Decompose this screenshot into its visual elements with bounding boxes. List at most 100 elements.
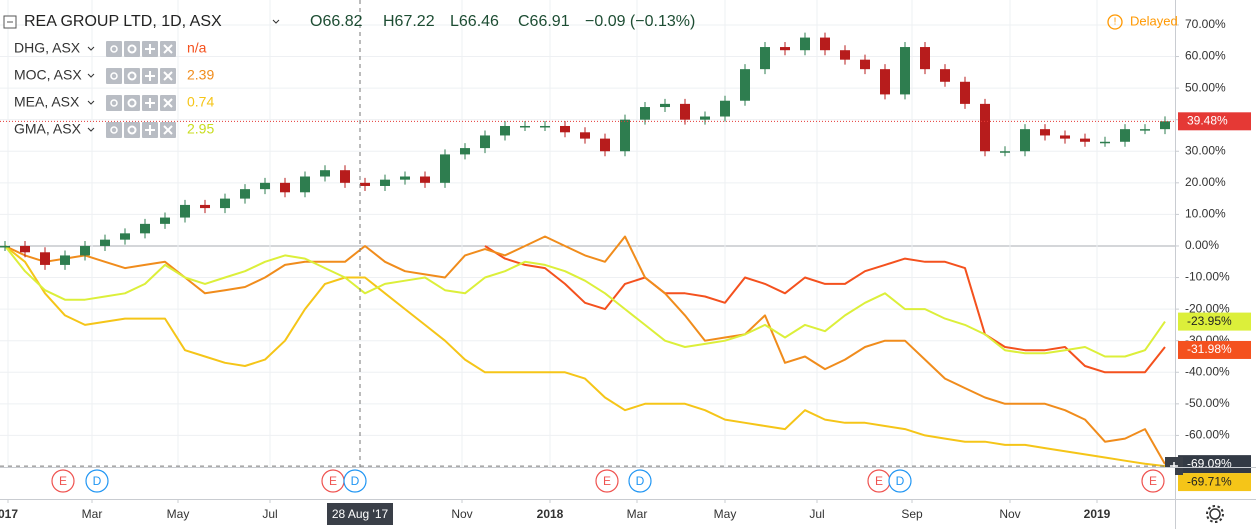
legend-button[interactable]: [106, 95, 122, 111]
eye-icon: [110, 45, 118, 53]
candle: [560, 125, 570, 133]
candle: [1060, 135, 1070, 139]
candle: [40, 252, 50, 265]
legend-button[interactable]: [124, 41, 140, 57]
last-value-label: -31.98%: [1187, 342, 1232, 356]
candle: [840, 50, 850, 60]
chevron: [272, 19, 280, 24]
legend-button[interactable]: [124, 122, 140, 138]
y-tick-label: 30.00%: [1185, 143, 1226, 157]
event-marker[interactable]: [85, 469, 109, 493]
delayed-status: Delayed: [1130, 13, 1178, 28]
legend-name[interactable]: GMA, ASX: [14, 121, 82, 137]
event-label: E: [875, 474, 883, 488]
event-marker[interactable]: [628, 469, 652, 493]
chevron: [87, 46, 95, 51]
candle: [140, 223, 150, 234]
event-label: D: [93, 474, 102, 488]
candle: [860, 59, 870, 70]
y-tick-label: -40.00%: [1185, 364, 1230, 378]
candle: [20, 245, 30, 253]
event-label: D: [351, 474, 360, 488]
y-tick-label: 50.00%: [1185, 80, 1226, 94]
y-tick-label: 60.00%: [1185, 49, 1226, 63]
last-value-box: [1178, 455, 1251, 474]
event-label: D: [896, 474, 905, 488]
event-label: E: [329, 474, 337, 488]
candle: [1140, 129, 1150, 131]
legend-button[interactable]: [106, 68, 122, 84]
y-tick-label: 10.00%: [1185, 207, 1226, 221]
last-value-box: [1178, 473, 1251, 492]
candle: [280, 182, 290, 193]
price-axis: [1175, 0, 1256, 499]
candle: [340, 170, 350, 183]
candle: [420, 176, 430, 183]
y-tick-label: -60.00%: [1185, 428, 1230, 442]
candle: [820, 37, 830, 51]
plus-icon: [145, 98, 155, 108]
candle: [440, 154, 450, 183]
y-tick-label: 70.00%: [1185, 17, 1226, 31]
gear-icon: [127, 71, 137, 81]
candle: [900, 47, 910, 95]
time-axis: [0, 468, 1175, 529]
y-tick-label: 20.00%: [1185, 175, 1226, 189]
candle: [80, 245, 90, 256]
eye-icon: [110, 126, 118, 134]
y-tick-label: -20.00%: [1185, 301, 1230, 315]
symbol-title[interactable]: REA GROUP LTD, 1D, ASX: [24, 13, 222, 30]
legend-value: 0.74: [187, 94, 214, 110]
series-line: [4, 235, 1166, 465]
candle: [600, 138, 610, 152]
candle: [480, 135, 490, 149]
last-value-label: -23.95%: [1187, 314, 1232, 328]
candle: [920, 47, 930, 70]
settings-icon[interactable]: [1209, 508, 1221, 520]
ohlc-value: C66.91: [518, 13, 570, 30]
candle: [680, 103, 690, 120]
y-tick-label: -10.00%: [1185, 270, 1230, 284]
legend-name[interactable]: DHG, ASX: [14, 40, 81, 56]
candle: [1020, 129, 1030, 152]
chevron: [87, 73, 95, 78]
candle: [300, 176, 310, 193]
legend-button[interactable]: [124, 95, 140, 111]
candle: [780, 47, 790, 51]
legend-button[interactable]: [124, 68, 140, 84]
x-tick-label: 2018: [537, 507, 564, 521]
event-marker[interactable]: [888, 469, 912, 493]
event-marker[interactable]: [595, 469, 619, 493]
event-label: D: [636, 474, 645, 488]
event-marker[interactable]: [51, 469, 75, 493]
candle: [500, 125, 510, 136]
legend-name[interactable]: MEA, ASX: [14, 94, 80, 110]
legend-name[interactable]: MOC, ASX: [14, 67, 82, 83]
candle: [620, 119, 630, 152]
last-value-label: -69.09%: [1187, 456, 1232, 470]
candle: [460, 148, 470, 155]
ohlc-value: H67.22: [383, 13, 435, 30]
event-label: E: [59, 474, 67, 488]
close-icon: [163, 44, 173, 54]
candle: [740, 69, 750, 101]
close-icon: [163, 125, 173, 135]
candle: [380, 179, 390, 186]
event-marker[interactable]: [343, 469, 367, 493]
x-tick-label: Jul: [262, 507, 277, 521]
candle: [60, 255, 70, 265]
candle: [520, 125, 530, 128]
legend-button[interactable]: [106, 122, 122, 138]
legend-button[interactable]: [106, 41, 122, 57]
delayed-bang: !: [1114, 17, 1117, 28]
chevron: [87, 127, 95, 132]
event-marker[interactable]: [1141, 469, 1165, 493]
x-tick-label: Sep: [901, 507, 923, 521]
event-label: E: [1149, 474, 1157, 488]
candle: [1040, 129, 1050, 136]
candle: [100, 239, 110, 246]
candle: [220, 198, 230, 209]
candle: [800, 37, 810, 51]
last-value-label: 39.48%: [1187, 113, 1228, 127]
